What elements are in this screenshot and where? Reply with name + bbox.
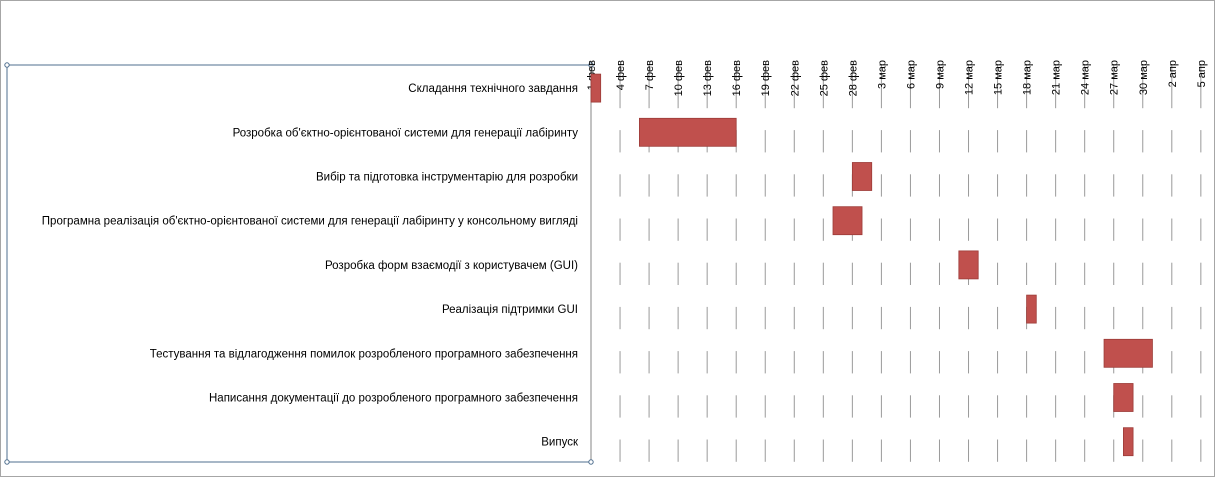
task-bar [1113, 383, 1134, 412]
task-bar [851, 162, 873, 191]
task-bar [832, 206, 863, 236]
plot-area-border [4, 62, 594, 465]
x-tick-label: 2 апр [1167, 60, 1179, 87]
x-tick-label: 16 фев [731, 60, 743, 96]
task-bar [590, 73, 602, 103]
x-tick-label: 18 мар [1022, 60, 1034, 95]
task-bars [590, 73, 1153, 457]
x-tick-label: 27 мар [1109, 60, 1121, 95]
x-tick-label: 6 мар [905, 60, 917, 89]
task-label: Написання документації до розробленого п… [209, 393, 578, 405]
x-tick-label: 25 фев [818, 60, 830, 96]
task-label: Випуск [541, 437, 579, 449]
task-label: Розробка об'єктно-орієнтованої системи д… [233, 127, 579, 139]
task-label: Програмна реалізація об'єктно-орієнтован… [42, 216, 578, 228]
plot-area-handle[interactable] [4, 62, 10, 68]
task-label: Реалізація підтримки GUI [442, 304, 578, 316]
x-tick-label: 30 мар [1138, 60, 1150, 95]
task-label: Розробка форм взаємодії з користувачем (… [325, 260, 578, 272]
x-tick-label: 4 фев [615, 60, 627, 90]
task-label: Складання технічного завдання [408, 83, 578, 95]
task-bar [958, 250, 979, 280]
x-tick-label: 28 фев [847, 60, 859, 96]
gridlines [619, 64, 1202, 462]
task-bar [1123, 427, 1134, 457]
plot-area-handle[interactable] [4, 459, 10, 465]
x-tick-label: 24 мар [1080, 60, 1092, 95]
task-label: Тестування та відлагодження помилок розр… [150, 348, 578, 360]
x-tick-label: 13 фев [702, 60, 714, 96]
task-label: Вибір та підготовка інструментарію для р… [316, 172, 578, 184]
x-tick-label: 21 мар [1051, 60, 1063, 95]
x-tick-label: 9 мар [934, 60, 946, 89]
x-tick-label: 15 мар [993, 60, 1005, 95]
x-tick-label: 7 фев [644, 60, 656, 90]
x-tick-label: 10 фев [673, 60, 685, 96]
plot-area-handle[interactable] [588, 459, 594, 465]
x-tick-label: 19 фев [760, 60, 772, 96]
plot-area-handle[interactable] [588, 62, 594, 68]
x-tick-label: 12 мар [964, 60, 976, 95]
task-bar [1103, 338, 1153, 368]
task-bar [1026, 294, 1037, 324]
x-tick-label: 5 апр [1196, 60, 1208, 87]
task-bar [639, 117, 737, 147]
task-labels: Складання технічного завдання Розробка об… [42, 83, 579, 449]
x-tick-label: 22 фев [789, 60, 801, 96]
x-tick-label: 3 мар [876, 60, 888, 89]
